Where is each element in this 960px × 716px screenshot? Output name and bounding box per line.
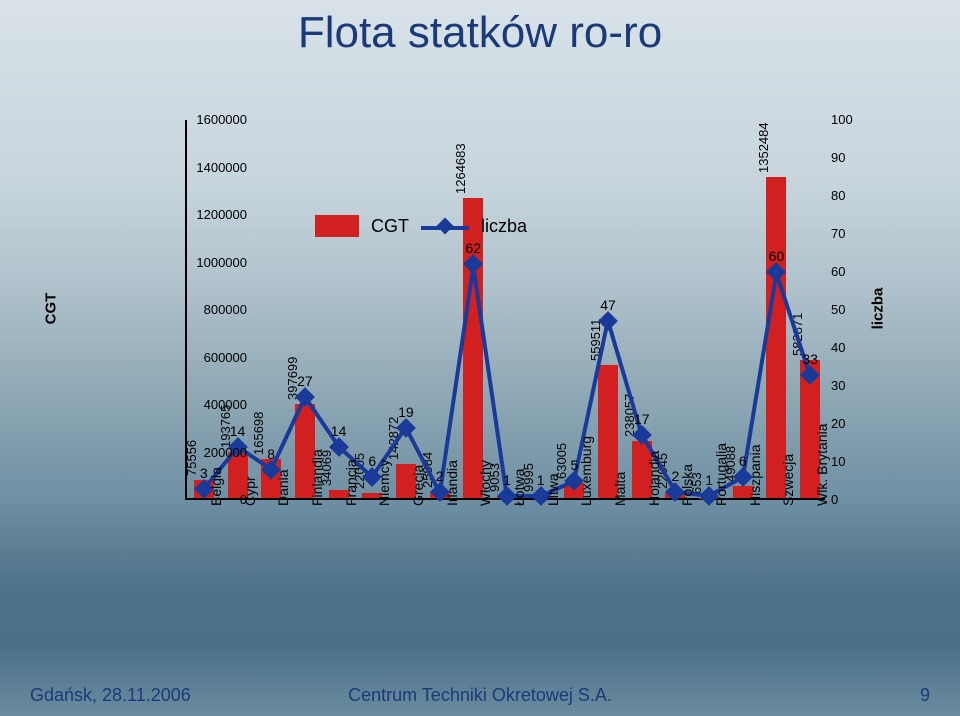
y2-tick: 70	[831, 226, 871, 241]
line-value-label: 17	[634, 411, 650, 427]
category-label: Litwa	[545, 473, 561, 506]
line-value-label: 27	[297, 373, 313, 389]
line-value-label: 1	[537, 472, 545, 488]
line-value-label: 8	[267, 446, 275, 462]
category-label: Francja	[343, 459, 359, 506]
category-label: Belgia	[208, 467, 224, 506]
category-label: Portugalia	[713, 443, 729, 506]
y2-tick: 40	[831, 340, 871, 355]
y1-tick: 1600000	[187, 112, 247, 127]
y2-tick: 20	[831, 416, 871, 431]
line-value-label: 6	[739, 453, 747, 469]
category-label: Łotwa	[511, 469, 527, 506]
line-value-label: 6	[368, 453, 376, 469]
category-label: Polska	[679, 464, 695, 506]
y1-tick: 1400000	[187, 160, 247, 175]
chart-legend: CGT liczba	[315, 215, 527, 237]
line-value-label: 62	[466, 240, 482, 256]
line-value-label: 3	[200, 465, 208, 481]
footer-right: 9	[920, 685, 930, 706]
y2-tick: 30	[831, 378, 871, 393]
category-label: Szwecja	[780, 454, 796, 506]
y2-tick: 90	[831, 150, 871, 165]
line-value-label: 2	[436, 468, 444, 484]
legend-bar-swatch	[315, 215, 359, 237]
category-label: Cypr	[242, 476, 258, 506]
category-label: Hiszpania	[747, 445, 763, 506]
y1-tick: 600000	[187, 350, 247, 365]
category-label: Luxemburg	[578, 436, 594, 506]
y1-tick: 800000	[187, 302, 247, 317]
y1-tick: 200000	[187, 445, 247, 460]
bar-value-label: 1352484	[756, 122, 771, 173]
y2-tick: 100	[831, 112, 871, 127]
category-label: Włochy	[477, 460, 493, 506]
y2-tick: 80	[831, 188, 871, 203]
y2-axis-label: liczba	[869, 288, 886, 330]
line-value-label: 19	[398, 404, 414, 420]
y1-tick: 1200000	[187, 207, 247, 222]
line-value-label: 1	[705, 472, 713, 488]
bar-value-label: 1264683	[453, 143, 468, 194]
y2-tick: 0	[831, 492, 871, 507]
line-value-label: 14	[230, 423, 246, 439]
plot-area: 7555619376516569839769934069220051428722…	[185, 120, 825, 500]
legend-line-label: liczba	[481, 216, 527, 237]
bar-value-label: 165698	[251, 411, 266, 454]
y1-tick: 1000000	[187, 255, 247, 270]
line-value-label: 60	[769, 248, 785, 264]
category-label: Holandia	[646, 451, 662, 506]
category-label: Finlandia	[309, 449, 325, 506]
category-label: Grecja	[410, 465, 426, 506]
category-label: Malta	[612, 472, 628, 506]
category-label: Dania	[275, 469, 291, 506]
y1-tick: 400000	[187, 397, 247, 412]
line-value-label: 33	[802, 351, 818, 367]
y2-tick: 60	[831, 264, 871, 279]
category-label: Niemcy	[376, 459, 392, 506]
legend-bar-label: CGT	[371, 216, 409, 237]
y2-tick: 50	[831, 302, 871, 317]
footer-left: Gdańsk, 28.11.2006	[30, 685, 191, 706]
line-value-label: 1	[503, 472, 511, 488]
chart-container: CGT liczba CGT liczba 755561937651656983…	[115, 110, 895, 600]
page-title: Flota statków ro-ro	[0, 8, 960, 58]
bar	[766, 177, 786, 498]
category-label: Irlandia	[444, 460, 460, 506]
line-value-label: 47	[600, 297, 616, 313]
category-label: Wlk. Brytania	[814, 424, 830, 506]
footer-center: Centrum Techniki Okretowej S.A.	[348, 685, 612, 706]
y1-axis-label: CGT	[42, 293, 59, 325]
line-value-label: 14	[331, 423, 347, 439]
y2-tick: 10	[831, 454, 871, 469]
